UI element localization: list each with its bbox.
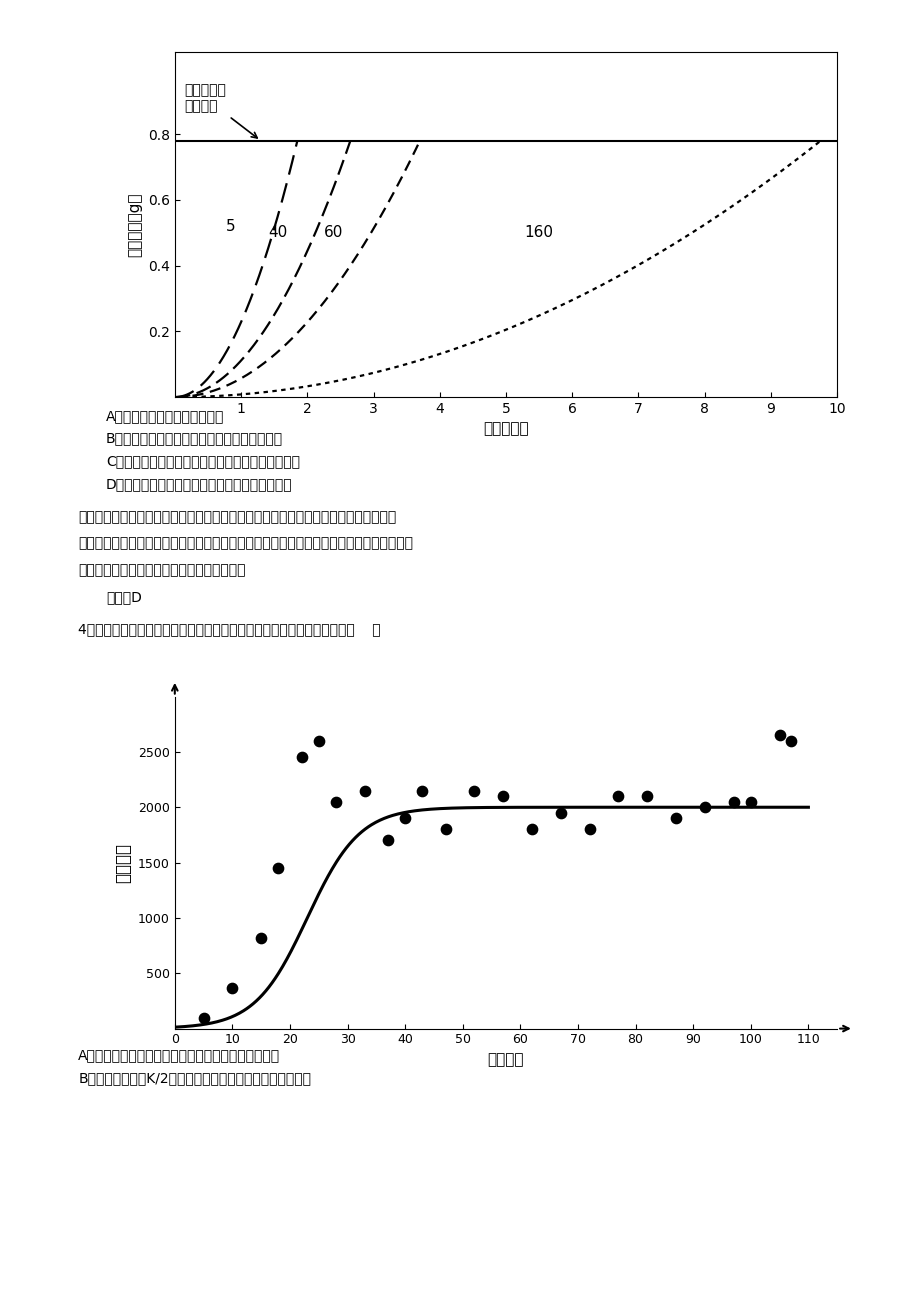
Point [697, 797, 711, 818]
Text: 5: 5 [226, 219, 235, 234]
Point [495, 785, 510, 806]
Point [294, 747, 309, 768]
Text: 解析：由曲线图知，种群密度越大，达到变态所需的最小质量的时间越长，蝌蚪变态的: 解析：由曲线图知，种群密度越大，达到变态所需的最小质量的时间越长，蝌蚪变态的 [78, 510, 396, 525]
Text: A．食物短缺降低了蝌蚪存活率: A．食物短缺降低了蝌蚪存活率 [106, 409, 224, 423]
Point [668, 807, 683, 829]
Point [414, 780, 429, 801]
Point [524, 819, 539, 840]
Point [725, 792, 740, 812]
Point [254, 927, 268, 948]
Text: 40: 40 [267, 225, 287, 241]
Point [357, 780, 372, 801]
Text: 范围内，蝌蚪生长速率与种群密度成负相关。: 范围内，蝌蚪生长速率与种群密度成负相关。 [78, 562, 245, 577]
Point [783, 730, 798, 751]
Text: B．每只蝌蚪变态所需时间与种群密度呈负相关: B．每只蝌蚪变态所需时间与种群密度呈负相关 [106, 431, 283, 445]
Point [743, 792, 757, 812]
Y-axis label: 数量／只: 数量／只 [114, 842, 132, 883]
Text: 4．如图所示是绵羊引入某个岛屿后的数量变化情况，对此叙述正确的是（    ）: 4．如图所示是绵羊引入某个岛屿后的数量变化情况，对此叙述正确的是（ ） [78, 622, 380, 637]
Point [225, 978, 240, 999]
Text: B．绵羊数量达到K/2时，绵羊的出生率最大，增长速率最快: B．绵羊数量达到K/2时，绵羊的出生率最大，增长速率最快 [78, 1070, 311, 1085]
Text: 可能性越小。这里没有涉及蝌蚪的存活率问题；变态所需的时间与种群密度呈正相关；一定: 可能性越小。这里没有涉及蝌蚪的存活率问题；变态所需的时间与种群密度呈正相关；一定 [78, 536, 413, 551]
Point [771, 725, 786, 746]
Point [467, 780, 482, 801]
X-axis label: 时间／年: 时间／年 [487, 1052, 524, 1068]
Point [328, 792, 343, 812]
Text: 60: 60 [323, 225, 343, 241]
Text: C．一定范围内，蝌蚪生长速率与种群密度呈正相关: C．一定范围内，蝌蚪生长速率与种群密度呈正相关 [106, 454, 300, 469]
Point [610, 785, 625, 806]
Point [312, 730, 326, 751]
Point [639, 785, 653, 806]
Text: D．高种群密度下，能够变态为青蛙的可能性减小: D．高种群密度下，能够变态为青蛙的可能性减小 [106, 477, 292, 491]
Point [552, 802, 567, 823]
Text: 答案：D: 答案：D [106, 590, 142, 604]
Point [380, 831, 395, 852]
Point [397, 807, 412, 829]
X-axis label: 时间（周）: 时间（周） [482, 422, 528, 436]
Point [582, 819, 596, 840]
Text: 变态所需的
最小质量: 变态所需的 最小质量 [185, 83, 257, 138]
Point [271, 858, 286, 879]
Y-axis label: 平均体重（g）: 平均体重（g） [127, 193, 142, 256]
Text: 160: 160 [524, 225, 553, 241]
Point [437, 819, 452, 840]
Point [196, 1008, 210, 1029]
Text: A．绵羊种群的数量增长到一定程度，就保持恒定不变: A．绵羊种群的数量增长到一定程度，就保持恒定不变 [78, 1048, 280, 1062]
